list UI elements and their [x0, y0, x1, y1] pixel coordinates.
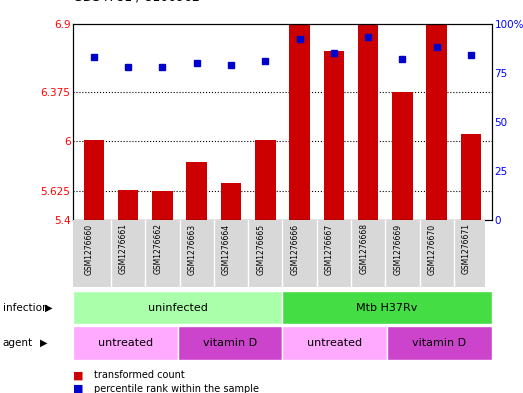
Bar	[461, 134, 481, 220]
Bar	[73, 291, 282, 324]
Text: vitamin D: vitamin D	[412, 338, 467, 348]
Text: GSM1276671: GSM1276671	[462, 223, 471, 274]
Text: GSM1276660: GSM1276660	[85, 223, 94, 275]
Text: percentile rank within the sample: percentile rank within the sample	[94, 384, 259, 393]
Bar	[73, 326, 178, 360]
Text: agent: agent	[3, 338, 33, 348]
Text: vitamin D: vitamin D	[203, 338, 257, 348]
Text: GSM1276668: GSM1276668	[359, 223, 368, 274]
Text: GDS4781 / 8100962: GDS4781 / 8100962	[73, 0, 200, 4]
Text: GSM1276665: GSM1276665	[256, 223, 265, 275]
Bar	[152, 191, 173, 220]
Text: ■: ■	[73, 384, 84, 393]
Bar	[324, 51, 344, 220]
Text: GSM1276662: GSM1276662	[153, 223, 162, 274]
Text: transformed count: transformed count	[94, 370, 185, 380]
Bar	[178, 326, 282, 360]
Text: untreated: untreated	[307, 338, 362, 348]
Text: GSM1276670: GSM1276670	[428, 223, 437, 275]
Bar	[221, 184, 241, 220]
Text: ■: ■	[73, 370, 84, 380]
Bar	[426, 24, 447, 220]
Bar	[392, 92, 413, 220]
Text: ▶: ▶	[45, 303, 52, 312]
Text: GSM1276666: GSM1276666	[291, 223, 300, 275]
Bar	[118, 190, 139, 220]
Bar	[387, 326, 492, 360]
Text: GSM1276669: GSM1276669	[393, 223, 403, 275]
Text: GSM1276661: GSM1276661	[119, 223, 128, 274]
Text: GSM1276667: GSM1276667	[325, 223, 334, 275]
Bar	[84, 140, 104, 220]
Text: GSM1276663: GSM1276663	[188, 223, 197, 275]
Text: GSM1276664: GSM1276664	[222, 223, 231, 275]
Bar	[282, 291, 492, 324]
Text: uninfected: uninfected	[148, 303, 208, 312]
Bar	[186, 162, 207, 220]
Text: infection: infection	[3, 303, 48, 312]
Bar	[255, 140, 276, 220]
Text: Mtb H37Rv: Mtb H37Rv	[356, 303, 418, 312]
Text: untreated: untreated	[98, 338, 153, 348]
Bar	[358, 24, 379, 220]
Text: ▶: ▶	[40, 338, 47, 348]
Bar	[282, 326, 387, 360]
Bar	[289, 24, 310, 220]
